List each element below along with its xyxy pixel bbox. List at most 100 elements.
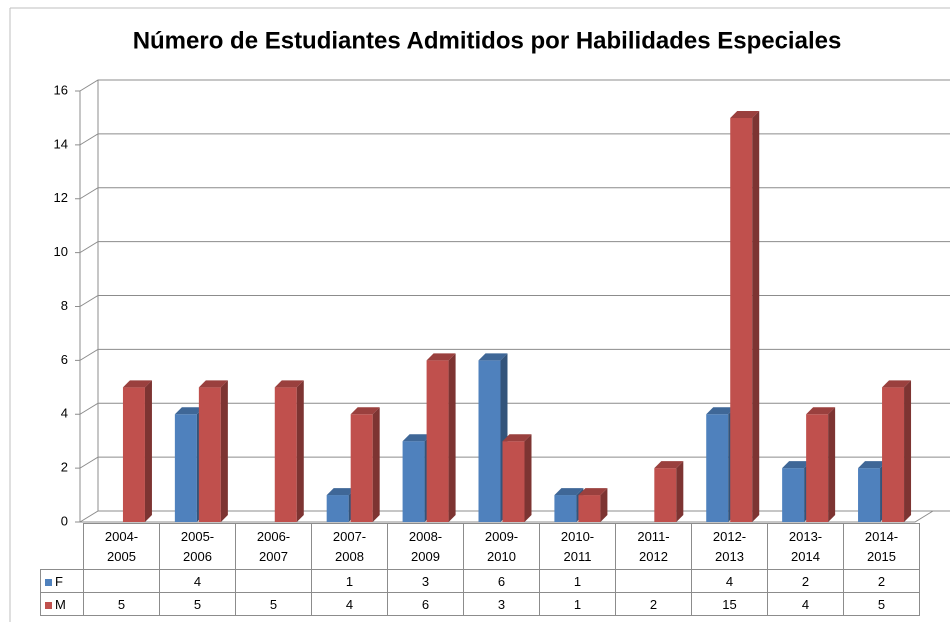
bar-front: [198, 387, 221, 522]
table-cell: 4: [159, 569, 236, 593]
bar-top: [782, 461, 812, 469]
y-tick-label: 4: [61, 406, 68, 421]
bar: [502, 434, 532, 522]
bar: [350, 407, 380, 522]
legend-label: F: [55, 573, 63, 589]
table-cell: 6: [387, 592, 464, 616]
bar: [654, 461, 684, 522]
bar-top: [882, 380, 912, 388]
table-category-cell: 2013-2014: [767, 523, 844, 570]
bar-side: [600, 488, 608, 522]
table-cell: 4: [767, 592, 844, 616]
bar: [122, 380, 152, 522]
x-tick-label: 2011-2012: [637, 528, 670, 564]
legend-key: [45, 578, 52, 586]
bar-front: [730, 117, 753, 522]
table-cell: 5: [159, 592, 236, 616]
data-label: 2: [877, 573, 886, 589]
x-tick-label: 2012-2013: [712, 528, 747, 564]
table-cell: [235, 569, 312, 593]
bar: [730, 110, 760, 522]
bar-side: [220, 380, 228, 522]
bar: [806, 407, 836, 522]
bar-side: [448, 353, 456, 522]
bar: [426, 353, 456, 522]
table-header-row: 2004-2005 2005-2006 2006-2007 2007-2008 2008…: [40, 523, 920, 570]
grid-line: [79, 79, 950, 92]
y-tick-label: 2: [61, 460, 68, 475]
grid-line: [79, 456, 950, 469]
bar-front: [122, 387, 145, 522]
bar-top: [326, 488, 356, 496]
y-tick-label: 6: [61, 352, 68, 367]
bar-top: [350, 407, 380, 415]
data-label: 1: [573, 596, 582, 612]
y-tick-label: 8: [61, 298, 68, 313]
data-label: 6: [421, 596, 430, 612]
data-label: 2: [649, 596, 658, 612]
data-label: 4: [345, 596, 354, 612]
bar-side: [144, 380, 152, 522]
data-label: 15: [722, 596, 737, 612]
legend-key: [45, 601, 52, 609]
data-label: 1: [345, 573, 354, 589]
bar-front: [502, 441, 525, 522]
bar-top: [174, 407, 204, 415]
table-cell: 1: [539, 592, 616, 616]
bar-side: [524, 434, 532, 522]
bar-top: [578, 488, 608, 496]
bar-side: [904, 380, 912, 522]
x-tick-label: 2014-2015: [864, 528, 899, 564]
data-label: 5: [877, 596, 886, 612]
bar-top: [654, 461, 684, 469]
bar-top: [858, 461, 888, 469]
grid-line: [79, 348, 950, 361]
grid-line: [79, 241, 950, 254]
x-tick-label: 2010-2011: [560, 528, 595, 564]
table-cell: 15: [691, 592, 768, 616]
bar-top: [554, 488, 584, 496]
bar-front: [426, 360, 449, 522]
data-label: 3: [497, 596, 506, 612]
table-row: F 4 1 3 6 1 4 2 2: [40, 569, 920, 593]
data-label: 5: [193, 596, 202, 612]
legend-label: M: [55, 596, 66, 612]
bar-front: [554, 495, 577, 522]
table-cell: 1: [311, 569, 388, 593]
bar-top: [122, 380, 152, 388]
bar-front: [350, 414, 373, 522]
x-tick-label: 2005-2006: [180, 528, 215, 564]
bar-top: [502, 434, 532, 442]
table-category-cell: 2011-2012: [615, 523, 692, 570]
y-tick-label: 14: [54, 136, 68, 151]
data-label: 3: [421, 573, 430, 589]
grid-line: [79, 187, 950, 200]
bar-side: [296, 380, 304, 522]
table-cell: 5: [843, 592, 920, 616]
table-cell: 3: [463, 592, 540, 616]
bar-side: [828, 407, 836, 522]
bar-side: [752, 110, 760, 522]
table-cell: 4: [691, 569, 768, 593]
y-tick-label: 10: [54, 244, 68, 259]
table-category-cell: 2004-2005: [83, 523, 160, 570]
bar-front: [806, 414, 829, 522]
bar: [274, 380, 304, 522]
bar: [578, 488, 608, 522]
bar-side: [676, 461, 684, 522]
bar: [882, 380, 912, 522]
table-category-cell: 2007-2008: [311, 523, 388, 570]
bar-front: [326, 495, 349, 522]
x-tick-label: 2004-2005: [104, 528, 139, 564]
x-tick-label: 2007-2008: [332, 528, 367, 564]
table-category-cell: 2006-2007: [235, 523, 312, 570]
y-tick-label: 16: [54, 82, 68, 97]
legend-entry: M: [40, 592, 84, 616]
data-table: 2004-2005 2005-2006 2006-2007 2007-2008 2008…: [40, 523, 920, 616]
data-label: 5: [117, 596, 126, 612]
bar-front: [858, 468, 881, 522]
y-tick-label: 0: [61, 513, 68, 528]
data-label: 2: [801, 573, 810, 589]
x-tick-label: 2009-2010: [484, 528, 519, 564]
